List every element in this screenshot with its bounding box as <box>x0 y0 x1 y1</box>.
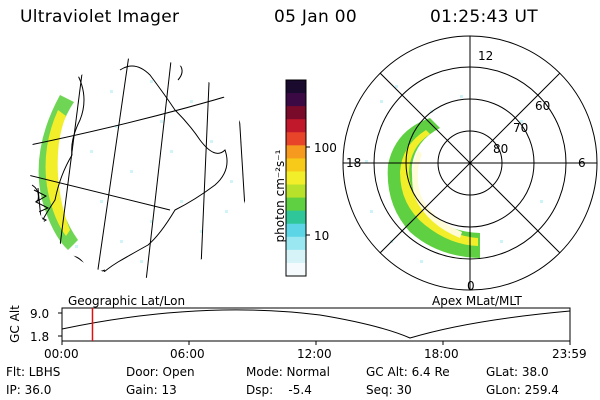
geographic-map <box>30 58 250 278</box>
colorbar-segment <box>286 210 306 225</box>
mlt-label-0: 0 <box>467 279 475 293</box>
time-tick-0: 00:00 <box>44 347 79 361</box>
mlt-label-12: 12 <box>478 49 494 63</box>
instrument-title: Ultraviolet Imager <box>20 7 180 27</box>
colorbar-segment <box>286 249 306 264</box>
colorbar-segment <box>286 80 306 94</box>
date-label: 05 Jan 00 <box>274 7 357 27</box>
colorbar-segment <box>286 132 306 146</box>
colorbar-tick-10: 10 <box>314 229 330 243</box>
colorbar-tick-100: 100 <box>314 141 337 155</box>
altitude-timeline <box>58 307 571 345</box>
info-ip: IP: 36.0 <box>6 383 52 397</box>
y-max-label: 9.0 <box>30 307 50 321</box>
colorbar-segment <box>286 145 306 159</box>
polar-plot <box>342 35 598 291</box>
mlt-label-18: 18 <box>346 156 362 170</box>
colorbar-segment <box>286 262 306 277</box>
geo-aurora-band <box>38 95 78 250</box>
info-glat: GLat: 38.0 <box>486 365 549 379</box>
time-tick-4: 23:59 <box>552 347 587 361</box>
colorbar-segment <box>286 158 306 172</box>
colorbar-segment <box>286 197 306 212</box>
colorbar <box>285 79 310 277</box>
colorbar-segment <box>286 93 306 107</box>
info-gain: Gain: 13 <box>126 383 177 397</box>
geographic-label: Geographic Lat/Lon <box>68 294 186 308</box>
info-glon: GLon: 259.4 <box>486 383 559 397</box>
lat-label-70: 70 <box>513 121 529 135</box>
time-tick-2: 12:00 <box>297 347 332 361</box>
info-mode: Mode: Normal <box>246 365 330 379</box>
y-min-label: 1.8 <box>30 330 50 344</box>
lat-label-60: 60 <box>535 99 551 113</box>
info-gc-alt: GC Alt: 6.4 Re <box>366 365 450 379</box>
colorbar-unit-label: photon cm⁻²s⁻¹ <box>273 149 287 243</box>
noise-speckle-geo <box>75 70 233 263</box>
colorbar-segment <box>286 223 306 238</box>
colorbar-segment <box>286 236 306 251</box>
time-tick-3: 18:00 <box>424 347 459 361</box>
info-flt: Flt: LBHS <box>6 365 61 379</box>
info-seq: Seq: 30 <box>366 383 412 397</box>
gc-alt-axis-label: GC Alt <box>8 305 22 343</box>
colorbar-segment <box>286 119 306 133</box>
colorbar-segment <box>286 106 306 120</box>
time-tick-1: 06:00 <box>170 347 205 361</box>
time-label: 01:25:43 UT <box>430 7 538 27</box>
apex-label: Apex MLat/MLT <box>432 294 522 308</box>
colorbar-segment <box>286 171 306 186</box>
lat-label-80: 80 <box>493 142 509 156</box>
altitude-curve <box>61 309 571 339</box>
info-door: Door: Open <box>126 365 195 379</box>
colorbar-segment <box>286 184 306 199</box>
mlt-label-6: 6 <box>578 156 586 170</box>
info-dsp: Dsp: -5.4 <box>246 383 312 397</box>
